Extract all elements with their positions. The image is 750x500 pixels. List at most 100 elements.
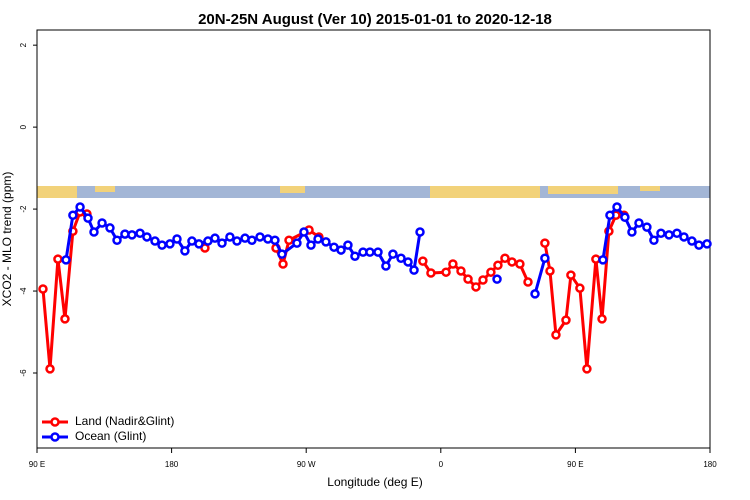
data-point bbox=[486, 267, 496, 277]
data-point bbox=[232, 236, 242, 246]
data-point bbox=[679, 232, 689, 242]
data-point bbox=[620, 212, 630, 223]
data-point bbox=[456, 266, 466, 276]
data-point bbox=[97, 218, 107, 228]
data-point bbox=[523, 277, 533, 287]
data-point bbox=[598, 255, 608, 265]
data-point bbox=[507, 257, 517, 267]
x-tick-label: 90 E bbox=[567, 460, 583, 469]
data-point bbox=[530, 289, 540, 299]
data-point bbox=[165, 239, 175, 249]
data-point bbox=[142, 232, 152, 242]
data-point bbox=[575, 283, 585, 293]
data-point bbox=[642, 222, 652, 232]
data-point bbox=[38, 284, 48, 294]
data-point bbox=[605, 210, 615, 220]
data-point bbox=[415, 227, 425, 237]
data-point bbox=[60, 314, 70, 324]
y-tick-label: -6 bbox=[19, 369, 28, 377]
y-tick-label: 2 bbox=[19, 42, 28, 47]
data-point bbox=[582, 364, 592, 374]
data-point bbox=[441, 267, 451, 277]
data-point bbox=[627, 227, 637, 237]
data-point bbox=[172, 234, 182, 244]
legend-label: Ocean (Glint) bbox=[75, 429, 146, 443]
data-point bbox=[180, 246, 190, 256]
data-point bbox=[278, 259, 288, 269]
data-point bbox=[270, 235, 280, 245]
data-point bbox=[656, 228, 666, 239]
y-axis-label: XCO2 - MLO trend (ppm) bbox=[0, 172, 14, 307]
chart-title: 20N-25N August (Ver 10) 2015-01-01 to 20… bbox=[198, 11, 552, 28]
data-point bbox=[194, 239, 204, 249]
map-strip bbox=[37, 186, 710, 198]
data-point bbox=[551, 330, 561, 340]
data-point bbox=[127, 230, 137, 240]
data-point bbox=[396, 253, 406, 264]
data-point bbox=[448, 259, 458, 269]
data-point bbox=[634, 218, 644, 228]
data-point bbox=[292, 238, 302, 248]
plot-frame bbox=[36, 29, 711, 449]
data-point bbox=[702, 239, 712, 249]
legend: Land (Nadir&Glint) Ocean (Glint) bbox=[42, 414, 174, 443]
data-point bbox=[493, 260, 503, 270]
data-point bbox=[418, 256, 428, 266]
x-tick-label: 90 E bbox=[29, 460, 45, 469]
data-point bbox=[403, 257, 413, 267]
data-point bbox=[299, 227, 309, 237]
data-point bbox=[112, 235, 122, 245]
data-point bbox=[463, 274, 473, 284]
data-point bbox=[89, 227, 99, 237]
legend-label: Land (Nadir&Glint) bbox=[75, 414, 174, 428]
data-point bbox=[545, 266, 555, 276]
data-point bbox=[68, 210, 78, 220]
data-point bbox=[566, 270, 576, 280]
data-point bbox=[687, 236, 697, 246]
data-point bbox=[255, 232, 265, 242]
data-point bbox=[321, 237, 331, 247]
data-point bbox=[612, 202, 622, 212]
data-point bbox=[75, 202, 85, 212]
x-tick-label: 180 bbox=[703, 460, 717, 469]
x-tick-label: 180 bbox=[165, 460, 179, 469]
x-tick-label: 90 W bbox=[297, 460, 316, 469]
data-point bbox=[540, 238, 550, 248]
data-point bbox=[284, 235, 294, 245]
data-point bbox=[83, 213, 93, 223]
data-point bbox=[135, 228, 145, 239]
data-point bbox=[492, 274, 502, 284]
data-point bbox=[247, 235, 257, 245]
y-tick-label: -2 bbox=[19, 205, 28, 213]
data-point bbox=[210, 233, 220, 243]
data-point bbox=[381, 261, 391, 271]
data-point bbox=[217, 238, 227, 248]
x-tick-label: 0 bbox=[439, 460, 444, 469]
data-point bbox=[672, 228, 682, 239]
data-point bbox=[515, 259, 525, 269]
data-point bbox=[277, 249, 287, 259]
data-point bbox=[61, 255, 71, 265]
data-point bbox=[597, 314, 607, 324]
data-point bbox=[225, 232, 235, 242]
data-point bbox=[388, 249, 398, 259]
data-point bbox=[105, 223, 115, 233]
x-axis-label: Longitude (deg E) bbox=[327, 475, 422, 489]
data-point bbox=[471, 282, 481, 292]
series-line bbox=[64, 205, 708, 295]
data-point bbox=[409, 265, 419, 275]
data-point bbox=[343, 240, 353, 250]
data-point bbox=[694, 240, 704, 250]
data-point bbox=[306, 240, 316, 250]
data-point bbox=[45, 364, 55, 374]
legend-marker bbox=[50, 432, 60, 442]
data-point bbox=[426, 268, 436, 278]
data-point bbox=[649, 235, 659, 245]
y-tick-label: -4 bbox=[19, 287, 28, 295]
data-point bbox=[373, 247, 383, 257]
data-point bbox=[500, 253, 510, 264]
data-point bbox=[336, 245, 346, 255]
data-point bbox=[313, 234, 323, 244]
data-point bbox=[561, 315, 571, 325]
